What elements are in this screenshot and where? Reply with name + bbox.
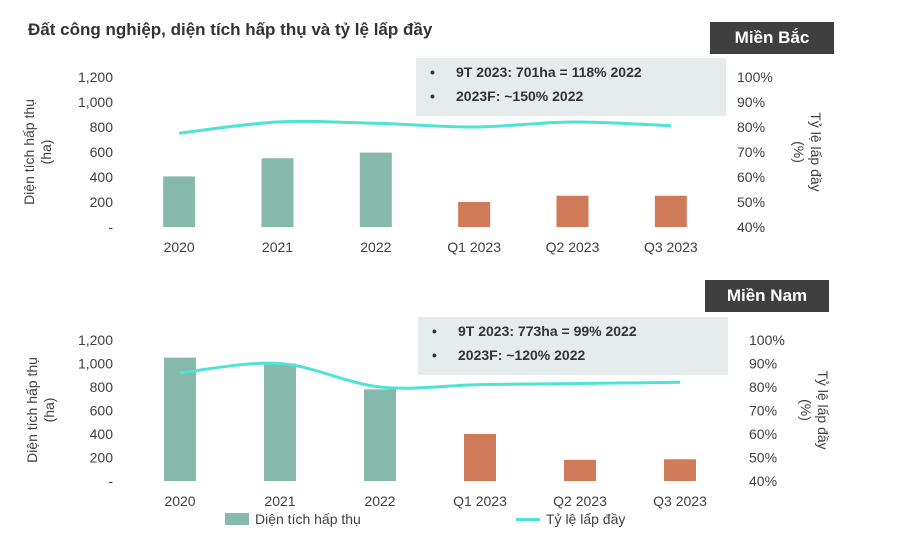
- y2-tick-label: 70%: [749, 403, 777, 419]
- x-tick-label: 2020: [164, 493, 195, 509]
- y2-tick-label: 80%: [749, 379, 777, 395]
- y-tick-label: 1,000: [78, 356, 113, 372]
- y-tick-label: 400: [90, 426, 114, 442]
- y-tick-label: 200: [90, 450, 114, 466]
- note-box: [418, 317, 728, 375]
- y2-tick-label: 90%: [749, 356, 777, 372]
- fill-rate-line: [178, 119, 671, 135]
- legend-line-swatch: [516, 517, 540, 521]
- note-bullet: •: [430, 88, 435, 104]
- bar: [556, 195, 589, 227]
- bar: [359, 152, 392, 227]
- bar: [664, 459, 696, 481]
- x-tick-label: Q1 2023: [453, 493, 507, 509]
- y2-tick-label: 50%: [749, 450, 777, 466]
- x-tick-label: Q3 2023: [644, 239, 698, 255]
- note-text: 9T 2023: 773ha = 99% 2022: [458, 323, 637, 339]
- y2-tick-label: 100%: [737, 69, 773, 85]
- y2-tick-label: 40%: [737, 219, 765, 235]
- y2-axis-title: Tỷ lệ lấp đầy(%): [791, 112, 824, 191]
- note-box: [416, 58, 726, 116]
- y2-tick-label: 60%: [737, 169, 765, 185]
- y-tick-label: 600: [90, 403, 114, 419]
- y-tick-label: 600: [90, 144, 114, 160]
- y2-tick-label: 70%: [737, 144, 765, 160]
- legend-line-label: Tỷ lệ lấp đầy: [546, 511, 626, 527]
- x-tick-label: Q1 2023: [447, 239, 501, 255]
- bar: [163, 176, 196, 227]
- y2-axis-title: Tỷ lệ lấp đầy(%): [798, 370, 831, 449]
- y-tick-label: 800: [90, 379, 114, 395]
- y2-tick-label: 90%: [737, 94, 765, 110]
- note-text: 9T 2023: 701ha = 118% 2022: [456, 64, 642, 80]
- y2-tick-label: 50%: [737, 194, 765, 210]
- y2-tick-label: 80%: [737, 119, 765, 135]
- x-tick-label: 2021: [264, 493, 295, 509]
- y-axis-title: Diện tích hấp thụ(ha): [24, 357, 57, 463]
- y-tick-label: -: [108, 473, 113, 489]
- y-tick-label: 1,000: [78, 94, 113, 110]
- bar: [364, 389, 396, 481]
- bar: [564, 459, 596, 481]
- bar: [264, 363, 296, 481]
- note-bullet: •: [430, 64, 435, 80]
- x-tick-label: Q2 2023: [546, 239, 600, 255]
- note-bullet: •: [432, 347, 437, 363]
- y-tick-label: -: [108, 219, 113, 235]
- bar: [164, 357, 196, 481]
- legend-bar-swatch: [225, 513, 249, 525]
- x-tick-label: Q3 2023: [653, 493, 707, 509]
- legend-line: Tỷ lệ lấp đầy: [516, 511, 625, 527]
- y-axis-title: Diện tích hấp thụ(ha): [21, 99, 54, 205]
- y-tick-label: 1,200: [78, 332, 113, 348]
- y-tick-label: 800: [90, 119, 114, 135]
- y-tick-label: 200: [90, 194, 114, 210]
- note-text: 2023F: ~120% 2022: [458, 347, 585, 363]
- note-bullet: •: [432, 323, 437, 339]
- note-text: 2023F: ~150% 2022: [456, 88, 583, 104]
- x-tick-label: 2022: [360, 239, 391, 255]
- x-tick-label: 2022: [364, 493, 395, 509]
- page-title: Đất công nghiệp, diện tích hấp thụ và tỷ…: [28, 20, 433, 39]
- y-tick-label: 400: [90, 169, 114, 185]
- y2-tick-label: 60%: [749, 426, 777, 442]
- fill-rate-line: [179, 361, 681, 390]
- x-tick-label: 2020: [164, 239, 195, 255]
- x-tick-label: 2021: [262, 239, 293, 255]
- legend-bar-label: Diện tích hấp thụ: [255, 511, 361, 527]
- y2-tick-label: 40%: [749, 473, 777, 489]
- bar: [464, 434, 496, 481]
- y2-tick-label: 100%: [749, 332, 785, 348]
- bar: [261, 158, 294, 227]
- region-badge-south: Miền Nam: [705, 280, 829, 312]
- region-badge-north: Miền Bắc: [710, 22, 834, 54]
- legend-bar: Diện tích hấp thụ: [225, 511, 361, 527]
- bar: [654, 195, 687, 227]
- x-tick-label: Q2 2023: [553, 493, 607, 509]
- bar: [458, 202, 491, 227]
- y-tick-label: 1,200: [78, 69, 113, 85]
